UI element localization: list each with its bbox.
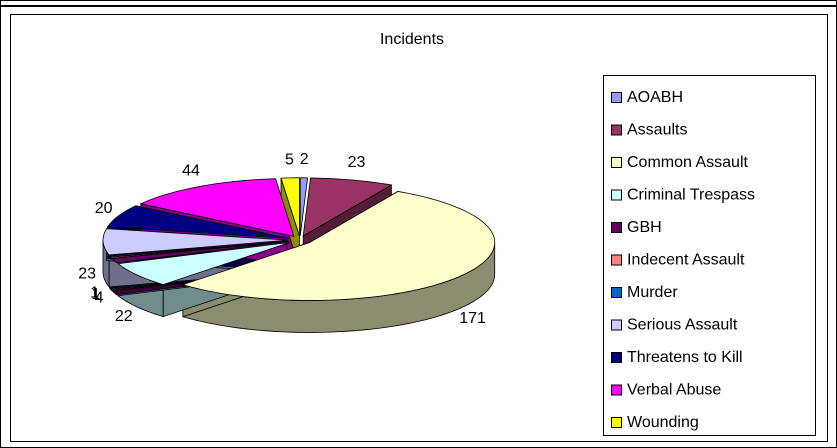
legend-swatch	[611, 384, 622, 396]
legend-label: Verbal Abuse	[627, 382, 721, 399]
data-label: 1	[90, 284, 99, 301]
legend-label: Criminal Trespass	[627, 187, 755, 204]
data-label: 4	[95, 290, 104, 307]
data-label: 171	[459, 310, 486, 327]
legend-label: Common Assault	[627, 154, 748, 171]
legend-label: Wounding	[627, 414, 699, 431]
slice	[117, 241, 291, 285]
data-label: 2	[300, 151, 309, 168]
data-label: 23	[348, 154, 366, 171]
slice	[106, 205, 290, 239]
slice	[139, 178, 295, 237]
legend-label: Assaults	[627, 122, 687, 139]
data-label: 44	[182, 162, 200, 179]
legend-swatch	[611, 319, 622, 331]
legend-swatch	[611, 287, 622, 298]
slice	[181, 191, 496, 301]
legend-box	[603, 75, 816, 436]
slice	[302, 177, 393, 237]
slice	[102, 228, 289, 256]
legend-swatch	[611, 189, 622, 201]
legend-label: Indecent Assault	[627, 252, 745, 269]
data-label: 1	[91, 286, 100, 303]
legend-swatch	[611, 222, 622, 233]
legend-label: GBH	[627, 219, 662, 236]
legend-label: Serious Assault	[627, 317, 738, 334]
legend-label: Threatens to Kill	[627, 349, 743, 366]
chart-title: Incidents	[380, 31, 444, 48]
legend-swatch	[611, 92, 622, 103]
legend-swatch	[611, 352, 622, 363]
slice	[108, 240, 289, 258]
data-label: 20	[95, 200, 113, 217]
legend-swatch	[611, 157, 622, 168]
legend-swatch	[611, 417, 622, 428]
data-label: 5	[285, 151, 294, 168]
slice	[280, 177, 300, 236]
data-label: 22	[115, 308, 133, 325]
slice	[299, 177, 309, 236]
legend-swatch	[611, 254, 622, 266]
legend-swatch	[611, 124, 622, 136]
legend-label: Murder	[627, 284, 678, 301]
data-label: 23	[78, 266, 96, 283]
legend-label: AOABH	[627, 89, 683, 106]
